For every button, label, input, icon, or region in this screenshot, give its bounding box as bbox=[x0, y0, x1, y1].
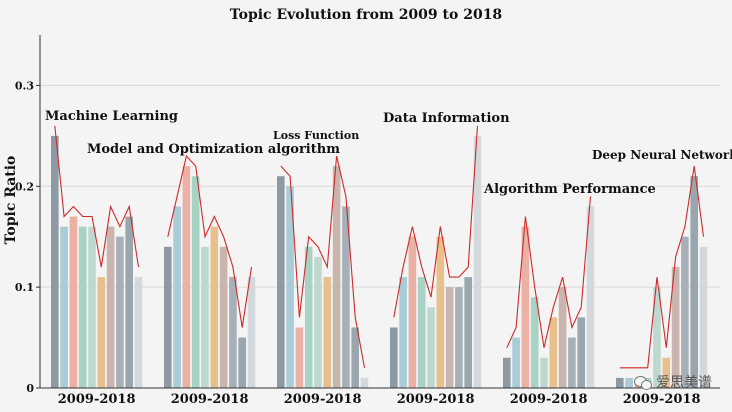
topic-label: Loss Function bbox=[273, 129, 359, 142]
bar bbox=[390, 327, 398, 388]
grid-layer bbox=[40, 84, 720, 288]
bar bbox=[662, 357, 671, 388]
bar bbox=[191, 176, 200, 388]
bar bbox=[286, 186, 294, 388]
bar bbox=[314, 256, 322, 388]
bar bbox=[51, 135, 59, 388]
bar bbox=[277, 176, 285, 388]
trend-line bbox=[619, 166, 705, 369]
bar bbox=[577, 317, 585, 388]
bar bbox=[229, 277, 237, 388]
bar bbox=[351, 327, 359, 388]
bar bbox=[125, 216, 133, 388]
bar bbox=[408, 236, 417, 388]
wechat-logo-icon bbox=[634, 375, 652, 390]
bar bbox=[201, 246, 209, 388]
bar bbox=[295, 327, 304, 388]
watermark-text: 爱思美谱 bbox=[656, 375, 712, 391]
bar bbox=[97, 277, 106, 388]
bar bbox=[558, 287, 567, 388]
bar bbox=[342, 206, 350, 388]
topic-group-algorithm-performance bbox=[503, 206, 595, 388]
topic-label: Model and Optimization algorithm bbox=[87, 142, 340, 157]
bar bbox=[399, 277, 407, 388]
bar bbox=[60, 226, 68, 388]
bar bbox=[69, 216, 78, 388]
chart-title: Topic Evolution from 2009 to 2018 bbox=[230, 7, 502, 23]
topic-label: Algorithm Performance bbox=[483, 182, 656, 197]
y-tick-label: 0 bbox=[26, 382, 34, 395]
topic-group-data-information bbox=[390, 135, 482, 388]
bar bbox=[427, 307, 435, 388]
trend-line bbox=[167, 154, 253, 328]
bar bbox=[464, 277, 472, 388]
topic-group-deep-neural-networks bbox=[616, 176, 708, 388]
trend-line bbox=[393, 125, 479, 318]
x-tick-label: 2009-2018 bbox=[284, 392, 362, 407]
bar bbox=[625, 377, 633, 388]
x-tick-label: 2009-2018 bbox=[510, 392, 588, 407]
bar bbox=[586, 206, 595, 388]
x-tick-label: 2009-2018 bbox=[623, 392, 701, 407]
bar bbox=[521, 226, 530, 388]
bar bbox=[182, 166, 191, 388]
bar bbox=[134, 277, 143, 388]
topic-group-model-and-optimization-algorithm bbox=[164, 166, 256, 388]
bar bbox=[540, 357, 548, 388]
bar bbox=[616, 377, 624, 388]
bar bbox=[512, 337, 520, 388]
bar bbox=[323, 277, 332, 388]
bar bbox=[436, 236, 445, 388]
bar bbox=[455, 287, 463, 388]
bar bbox=[530, 297, 539, 388]
bar bbox=[238, 337, 246, 388]
y-tick-label: 0.1 bbox=[15, 281, 34, 294]
bar bbox=[549, 317, 558, 388]
bar bbox=[503, 357, 511, 388]
x-tick-label: 2009-2018 bbox=[58, 392, 136, 407]
topic-label: Deep Neural Networks bbox=[592, 148, 732, 162]
y-tick-label: 0.2 bbox=[15, 180, 34, 193]
bar bbox=[219, 246, 228, 388]
trend-line bbox=[280, 155, 366, 368]
bar bbox=[473, 135, 482, 388]
bar bbox=[653, 287, 661, 388]
bar bbox=[78, 226, 87, 388]
topic-group-loss-function bbox=[277, 166, 369, 388]
y-axis-label: Topic Ratio bbox=[3, 156, 19, 245]
bar bbox=[681, 236, 689, 388]
bar bbox=[568, 337, 576, 388]
trend-lines-layer bbox=[54, 125, 705, 369]
bar bbox=[116, 236, 124, 388]
bars-layer bbox=[51, 135, 708, 388]
axes-layer bbox=[36, 35, 720, 389]
trend-line bbox=[54, 125, 140, 268]
x-tick-label: 2009-2018 bbox=[397, 392, 475, 407]
bar bbox=[360, 377, 369, 388]
bar bbox=[699, 246, 708, 388]
bar bbox=[417, 277, 426, 388]
x-tick-label: 2009-2018 bbox=[171, 392, 249, 407]
trend-line bbox=[506, 196, 592, 348]
labels-layer: 0 0.1 0.2 0.3 2009-2018 Machine Learning 2009-… bbox=[15, 79, 732, 407]
topic-group-machine-learning bbox=[51, 135, 143, 388]
bar bbox=[210, 226, 219, 388]
bar bbox=[671, 266, 680, 388]
bar bbox=[445, 287, 454, 388]
bar bbox=[88, 226, 96, 388]
bar bbox=[106, 226, 115, 388]
y-tick-label: 0.3 bbox=[15, 79, 34, 92]
bar bbox=[690, 176, 698, 388]
bar bbox=[173, 206, 181, 388]
bar bbox=[304, 246, 313, 388]
bar bbox=[164, 246, 172, 388]
bar bbox=[332, 166, 341, 388]
bar bbox=[247, 277, 256, 388]
topic-label: Data Information bbox=[383, 111, 510, 126]
topic-label: Machine Learning bbox=[45, 109, 178, 124]
watermark: 爱思美谱 bbox=[634, 372, 712, 392]
